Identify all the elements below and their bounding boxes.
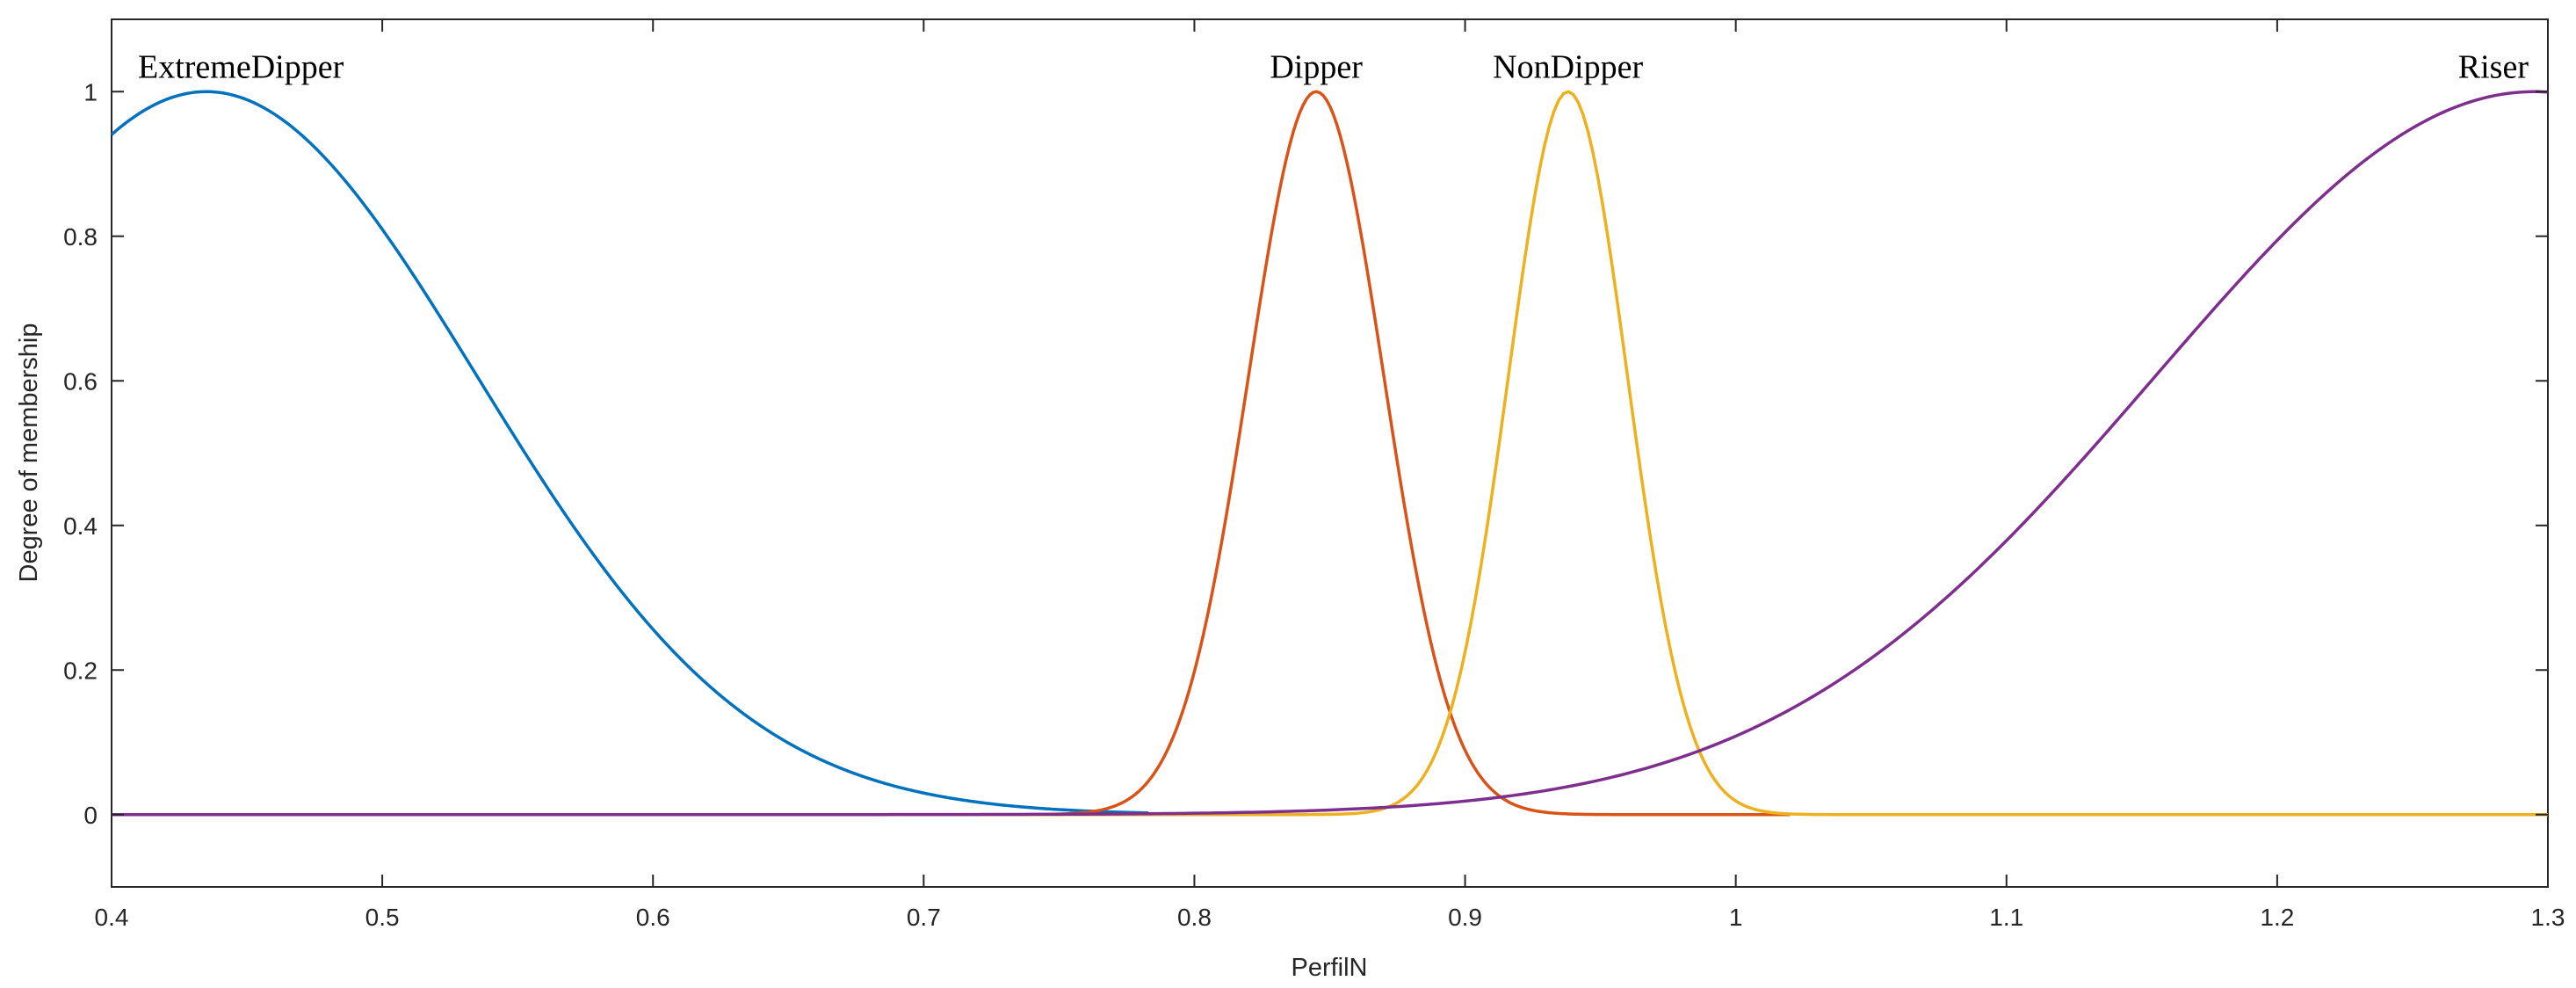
curve-labels-group: ExtremeDipper Dipper NonDipper Riser [138, 48, 2529, 85]
x-tick-label: 0.9 [1448, 904, 1482, 931]
plot-box [111, 18, 2549, 888]
y-tick-label: 0.2 [63, 657, 98, 684]
series-line-riser [112, 90, 2549, 817]
curve-label-riser: Riser [2458, 48, 2529, 85]
x-tick-label: 1.3 [2531, 904, 2565, 931]
y-tick-label: 0.4 [63, 512, 98, 540]
x-tick-label: 0.7 [907, 904, 941, 931]
x-tick-label: 0.6 [636, 904, 670, 931]
x-axis-label: PerfilN [1291, 954, 1367, 982]
x-tick-label: 1 [1729, 904, 1743, 931]
y-tick-label: 0.8 [63, 223, 98, 251]
curve-label-dipper: Dipper [1270, 48, 1363, 85]
x-tick-label: 0.4 [95, 904, 129, 931]
ticks-group: 0.4 0.5 0.6 0.7 0.8 0.9 1 1.1 1.2 1.3 0 0.2 0.4 0.6 0.… [63, 19, 2565, 931]
y-axis-label: Degree of membership [15, 323, 43, 583]
curve-label-extremedipper: ExtremeDipper [138, 48, 344, 85]
x-tick-label: 1.1 [1989, 904, 2023, 931]
curve-label-nondipper: NonDipper [1493, 48, 1643, 85]
series-line-extremedipper [110, 90, 1149, 815]
y-tick-label: 1 [83, 78, 98, 105]
curves-group [110, 90, 2549, 817]
x-tick-label: 0.5 [365, 904, 400, 931]
x-tick-label: 1.2 [2260, 904, 2294, 931]
y-tick-label: 0 [83, 802, 98, 829]
x-tick-label: 0.8 [1177, 904, 1212, 931]
y-tick-label: 0.6 [63, 367, 98, 395]
